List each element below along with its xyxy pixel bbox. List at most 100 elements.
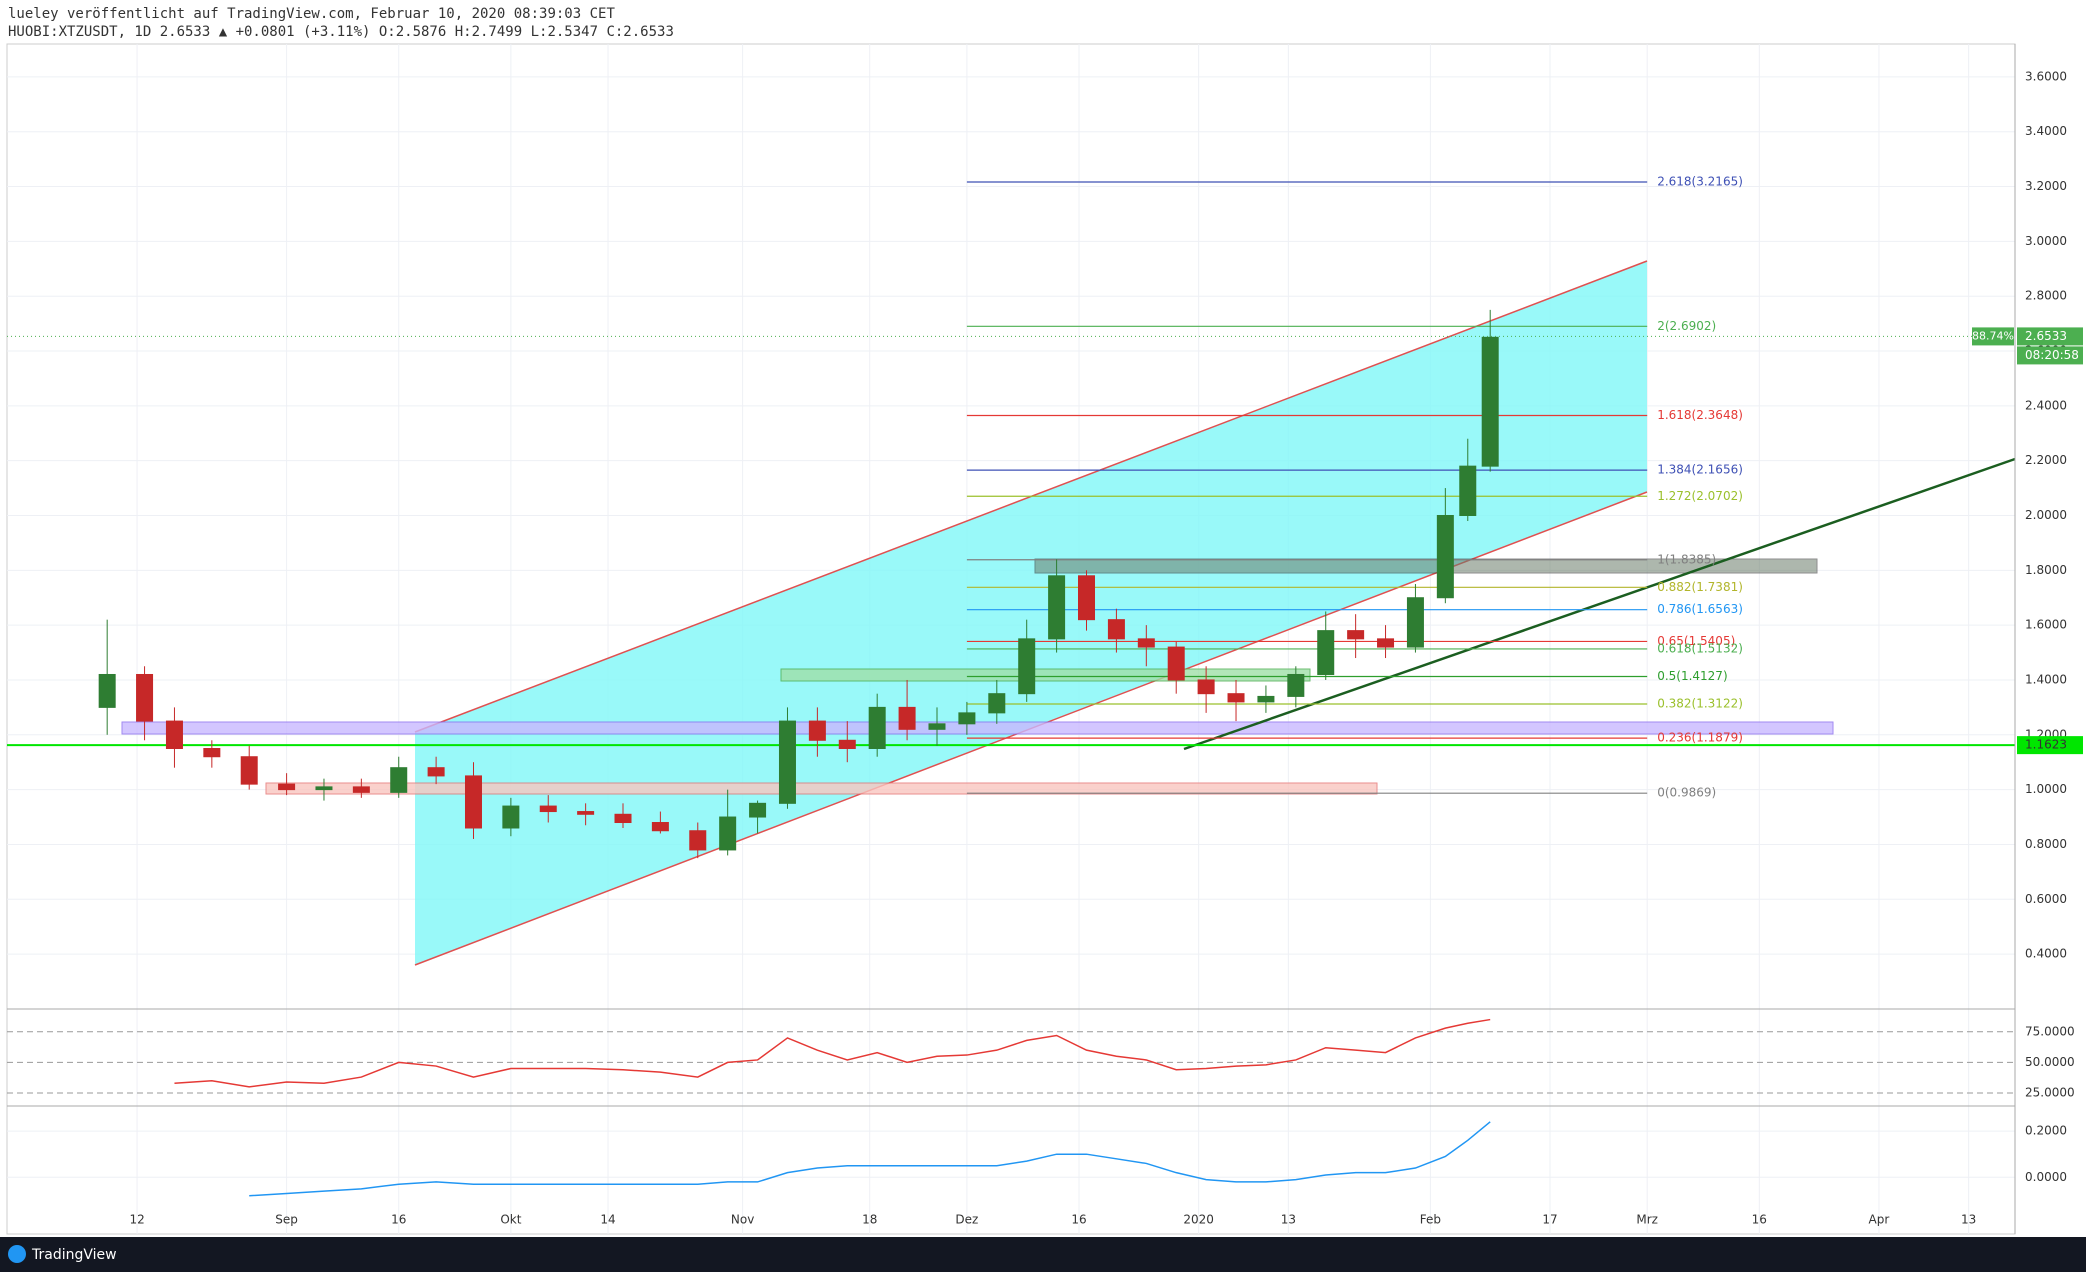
candle-body	[808, 720, 826, 741]
candle-body	[278, 783, 296, 791]
channel-fill	[415, 261, 1647, 965]
x-tick-label: 16	[391, 1213, 406, 1227]
y-tick-label: 0.8000	[2025, 837, 2067, 851]
fib-label: 0.5(1.4127)	[1657, 669, 1727, 683]
footer-bar	[0, 1237, 2086, 1272]
candle-body	[651, 822, 669, 832]
zone-grey	[1034, 558, 1818, 574]
x-tick-label: 12	[129, 1213, 144, 1227]
fib-label: 0.882(1.7381)	[1657, 580, 1743, 594]
y-tick-label: 0.4000	[2025, 947, 2067, 961]
change-label: 88.74%	[1972, 329, 2014, 342]
fib-label: 0.65(1.5405)	[1657, 634, 1735, 648]
candle-body	[165, 720, 183, 750]
candle-body	[502, 805, 520, 829]
candle-body	[1481, 336, 1499, 467]
candle-body	[1317, 630, 1335, 675]
y-tick-label: 0.6000	[2025, 892, 2067, 906]
x-tick-label: 2020	[1183, 1213, 1214, 1227]
candle-body	[1197, 679, 1215, 695]
candle-body	[1287, 673, 1305, 697]
y-tick-label: 3.0000	[2025, 234, 2067, 248]
support-label: 1.1623	[2025, 738, 2067, 752]
fib-label: 0.618(1.5132)	[1657, 641, 1743, 655]
candle-body	[1107, 619, 1125, 640]
candle-body	[1018, 638, 1036, 695]
candle-body	[1436, 514, 1454, 599]
candle-body	[1137, 638, 1155, 648]
candle-body	[1406, 597, 1424, 648]
countdown-label: 08:20:58	[2025, 348, 2079, 362]
fib-label: 0(0.9869)	[1657, 786, 1716, 800]
candle-body	[464, 775, 482, 829]
candle-body	[1167, 646, 1185, 681]
x-tick-label: Okt	[500, 1213, 521, 1227]
y-tick-label: 25.0000	[2025, 1085, 2075, 1099]
y-tick-label: 0.2000	[2025, 1124, 2067, 1138]
candle-body	[719, 816, 737, 851]
fib-label: 1(1.8385)	[1657, 552, 1716, 566]
x-tick-label: 18	[862, 1213, 877, 1227]
candle-body	[1459, 465, 1477, 516]
candle-body	[689, 830, 707, 851]
plot: 2.618(3.2165) 2(2.6902) 1.618(2.3648) 1.384…	[7, 175, 2015, 1197]
zone-purple	[121, 721, 1834, 735]
fib-label: 2.618(3.2165)	[1657, 175, 1743, 189]
candle-body	[352, 786, 370, 793]
fib-label: 1.384(2.1656)	[1657, 463, 1743, 477]
y-tick-label: 2.8000	[2025, 289, 2067, 303]
candle-body	[1347, 630, 1365, 640]
x-tick-label: 16	[1752, 1213, 1767, 1227]
price-badge	[2017, 327, 2083, 346]
candle-body	[98, 673, 116, 708]
candle-body	[203, 748, 221, 758]
candle-body	[136, 673, 154, 722]
logo	[8, 1245, 26, 1263]
x-tick-label: Mrz	[1636, 1213, 1658, 1227]
candle-body	[1048, 575, 1066, 640]
fib-label: 0.786(1.6563)	[1657, 602, 1743, 616]
zone-green	[780, 668, 1311, 682]
x-tick-label: Apr	[1869, 1213, 1890, 1227]
y-tick-label: 1.8000	[2025, 563, 2067, 577]
countdown-badge	[2017, 346, 2083, 365]
y-tick-label: 2.2000	[2025, 453, 2067, 467]
y-tick-label: 1.4000	[2025, 672, 2067, 686]
candle-body	[577, 811, 595, 815]
candle-body	[1257, 695, 1275, 703]
y-tick-label: 0.0000	[2025, 1170, 2067, 1184]
x-tick-label: 14	[600, 1213, 615, 1227]
x-tick-label: 17	[1542, 1213, 1557, 1227]
symbol-info: HUOBI:XTZUSDT, 1D 2.6533 ▲ +0.0801 (+3.1…	[8, 24, 674, 40]
candle-body	[315, 786, 333, 791]
x-tick-label: 16	[1071, 1213, 1086, 1227]
y-tick-label: 3.2000	[2025, 179, 2067, 193]
candle-body	[868, 706, 886, 750]
candle-body	[838, 739, 856, 750]
fib-label: 2(2.6902)	[1657, 319, 1716, 333]
y-tick-label: 1.0000	[2025, 782, 2067, 796]
candle-body	[427, 767, 445, 777]
candle-body	[1377, 638, 1395, 648]
x-tick-label: 13	[1281, 1213, 1296, 1227]
price-label: 2.6533	[2025, 329, 2067, 343]
change-badge	[1972, 327, 2014, 346]
x-tick-label: Nov	[731, 1213, 754, 1227]
brand: TradingView	[31, 1247, 117, 1263]
fib-label: 0.382(1.3122)	[1657, 697, 1743, 711]
fib-label: 1.272(2.0702)	[1657, 489, 1743, 503]
y-tick-label: 50.0000	[2025, 1055, 2075, 1069]
candle-body	[539, 805, 557, 813]
fib-label: 1.618(2.3648)	[1657, 408, 1743, 422]
zone-pink	[265, 782, 1378, 795]
candle-body	[1078, 575, 1096, 621]
x-tick-label: 13	[1961, 1213, 1976, 1227]
rsi-line	[174, 1018, 1491, 1088]
candle-body	[958, 712, 976, 725]
x-tick-label: Dez	[955, 1213, 978, 1227]
y-tick-label: 2.4000	[2025, 398, 2067, 412]
header-bar	[0, 0, 2086, 44]
candle-body	[928, 723, 946, 730]
